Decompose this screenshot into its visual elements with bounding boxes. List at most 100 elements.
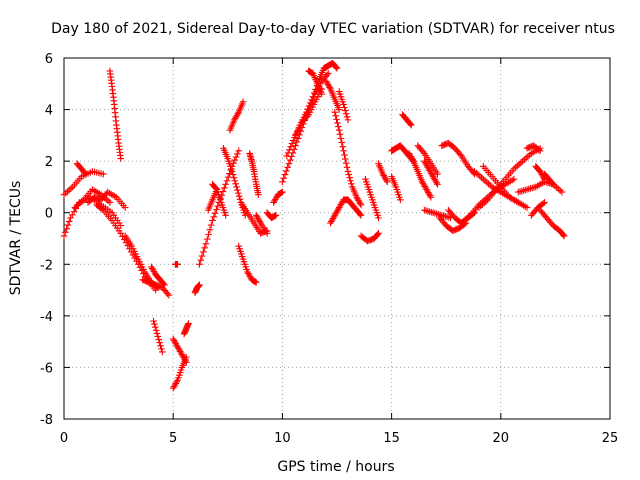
- data-point: [536, 147, 544, 155]
- data-point: [223, 177, 231, 185]
- data-point: [344, 116, 352, 124]
- series-arc-33: [322, 77, 343, 113]
- data-point: [212, 185, 220, 192]
- data-point: [185, 320, 192, 327]
- data-point: [106, 199, 114, 206]
- series-arc-28: [279, 70, 332, 186]
- data-point: [335, 123, 342, 130]
- data-point: [535, 146, 543, 154]
- x-tick-label: 5: [169, 431, 177, 446]
- data-point: [198, 252, 206, 260]
- data-point: [407, 121, 415, 129]
- series-arc-34: [331, 108, 365, 209]
- data-point: [375, 214, 382, 222]
- y-tick-label: -6: [40, 361, 53, 376]
- data-point: [334, 119, 341, 127]
- y-tick-label: 6: [45, 52, 53, 67]
- series-arc-10: [148, 263, 168, 289]
- data-point: [121, 204, 129, 211]
- data-point: [60, 232, 68, 240]
- data-point: [210, 213, 218, 221]
- data-point: [409, 156, 416, 163]
- data-point: [285, 160, 293, 168]
- data-point: [307, 99, 314, 107]
- data-point: [202, 240, 210, 247]
- series-arc-39: [375, 160, 391, 186]
- data-point: [287, 143, 294, 151]
- data-point: [64, 221, 72, 229]
- data-point: [100, 170, 107, 178]
- data-point: [286, 146, 293, 154]
- data-point: [517, 159, 525, 166]
- data-point: [333, 65, 341, 72]
- data-point: [263, 230, 271, 237]
- series-arc-15: [172, 260, 181, 268]
- data-point: [560, 232, 568, 240]
- data-point: [522, 154, 530, 162]
- data-point: [341, 151, 348, 159]
- data-point: [67, 214, 74, 222]
- data-point: [206, 226, 214, 234]
- data-point: [70, 208, 78, 215]
- chart-title: Day 180 of 2021, Sidereal Day-to-day VTE…: [51, 21, 615, 37]
- x-tick-label: 15: [383, 431, 400, 446]
- data-point: [326, 84, 333, 91]
- y-tick-label: -4: [40, 310, 53, 325]
- y-tick-label: 0: [45, 207, 53, 222]
- series-arc-27: [270, 188, 286, 206]
- series-arc-22: [235, 242, 260, 286]
- data-point: [252, 279, 260, 286]
- data-point: [345, 171, 353, 178]
- data-point: [555, 185, 562, 193]
- series-arc-45: [421, 206, 454, 222]
- data-point: [279, 178, 286, 186]
- x-axis-label: GPS time / hours: [277, 459, 394, 475]
- data-point: [230, 174, 238, 181]
- data-point: [397, 196, 404, 204]
- data-point: [375, 230, 382, 237]
- data-point: [205, 231, 212, 238]
- data-point: [183, 358, 190, 366]
- tick-layer: 0 5 10 15 20 25 -8 -6 -4 -2 0 2 4 6: [40, 52, 618, 446]
- data-point: [332, 63, 340, 71]
- series-arc-14: [180, 320, 192, 338]
- series-arc-19: [209, 181, 229, 219]
- data-point: [288, 140, 296, 147]
- data-point: [433, 179, 440, 187]
- data-point: [150, 317, 157, 325]
- series-arc-35: [335, 88, 352, 124]
- data-point: [347, 177, 354, 185]
- data-point: [229, 171, 237, 178]
- series-arc-54: [514, 178, 566, 196]
- data-point: [478, 174, 485, 181]
- data-point: [514, 199, 522, 206]
- data-point: [341, 104, 348, 111]
- data-point: [357, 201, 365, 209]
- x-tick-label: 10: [274, 431, 291, 446]
- data-layer: [60, 59, 568, 392]
- data-point: [426, 192, 434, 199]
- data-point: [559, 231, 567, 239]
- data-point: [342, 110, 350, 117]
- data-point: [483, 178, 491, 186]
- data-point: [63, 225, 70, 233]
- y-tick-label: 4: [45, 104, 53, 119]
- data-point: [515, 160, 523, 168]
- data-point: [154, 333, 162, 340]
- data-point: [512, 164, 519, 171]
- data-point: [232, 180, 239, 188]
- series-arc-31: [305, 67, 326, 98]
- data-point: [293, 138, 301, 146]
- series-arc-09: [139, 276, 173, 299]
- data-point: [541, 199, 548, 206]
- data-point: [337, 135, 345, 142]
- data-point: [419, 148, 427, 156]
- data-point: [228, 168, 236, 175]
- series-arc-11: [150, 317, 166, 356]
- data-point: [336, 131, 344, 138]
- data-point: [234, 186, 241, 194]
- data-point: [290, 137, 297, 144]
- data-point: [81, 169, 89, 177]
- data-point: [383, 176, 390, 184]
- data-point: [333, 116, 340, 123]
